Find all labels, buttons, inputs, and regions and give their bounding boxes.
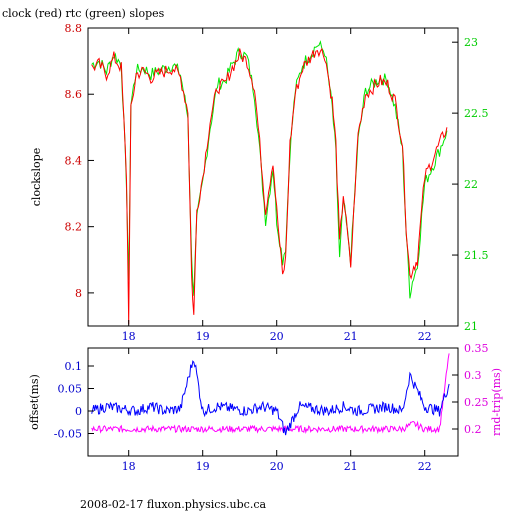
y2-tick-label: 0.3: [464, 369, 482, 382]
bottom-x-ticks: 18 19 20 21 22: [122, 348, 432, 473]
top-plot-frame: [87, 27, 459, 327]
y2-tick-label: 0.2: [464, 423, 482, 436]
x-tick-label: 22: [418, 460, 432, 473]
x-tick-label: 22: [418, 330, 432, 343]
y-tick-label: 0: [75, 405, 82, 418]
bottom-y-ticks: -0.05 0 0.05 0.1: [54, 360, 94, 441]
y-tick-label: 0.1: [65, 360, 83, 373]
x-tick-label: 20: [270, 330, 284, 343]
series-line-rnd-trip: [91, 353, 450, 435]
y-tick-label: -0.05: [54, 428, 82, 441]
top-y-axis-label: clockslope: [30, 148, 43, 206]
y-tick-label: 8.6: [65, 88, 83, 101]
bottom-y2-axis-label: rnd-trip(ms): [490, 368, 503, 436]
x-tick-label: 18: [122, 330, 136, 343]
y-tick-label: 8.8: [65, 22, 83, 35]
x-tick-label: 18: [122, 460, 136, 473]
y2-tick-label: 21: [464, 320, 478, 333]
y2-tick-label: 0.35: [464, 342, 489, 355]
series-line-clock: [91, 47, 448, 325]
x-tick-label: 19: [196, 330, 210, 343]
footer-text: 2008-02-17 fluxon.physics.ubc.ca: [80, 498, 266, 511]
x-tick-label: 20: [270, 460, 284, 473]
series-line-offset: [91, 360, 450, 436]
y2-tick-label: 22.5: [464, 107, 489, 120]
bottom-series-group: [91, 353, 450, 436]
y2-tick-label: 22: [464, 178, 478, 191]
top-y2-ticks: 21 21.5 22 22.5 23: [452, 36, 489, 333]
chart-title: clock (red) rtc (green) slopes: [2, 7, 165, 20]
x-tick-label: 21: [344, 330, 358, 343]
top-y-ticks: 8 8.2 8.4 8.6 8.8: [65, 22, 94, 300]
y-tick-label: 8.4: [65, 154, 83, 167]
y2-tick-label: 0.25: [464, 396, 489, 409]
x-tick-label: 19: [196, 460, 210, 473]
top-panel: 18 19 20 21 22 88.28.48.68.8 2121.52222.523 …: [30, 22, 489, 343]
x-tick-label: 21: [344, 460, 358, 473]
bottom-y-axis-label: offset(ms): [28, 374, 41, 430]
y-tick-label: 8: [75, 287, 82, 300]
y-tick-label: 8.2: [65, 221, 83, 234]
y2-tick-label: 23: [464, 36, 478, 49]
top-x-ticks: 18 19 20 21 22: [122, 28, 432, 343]
top-series-group: [91, 40, 448, 325]
y-tick-label: 0.05: [58, 383, 83, 396]
bottom-y2-ticks: 0.2 0.25 0.3 0.35: [452, 342, 489, 436]
y2-tick-label: 21.5: [464, 249, 489, 262]
